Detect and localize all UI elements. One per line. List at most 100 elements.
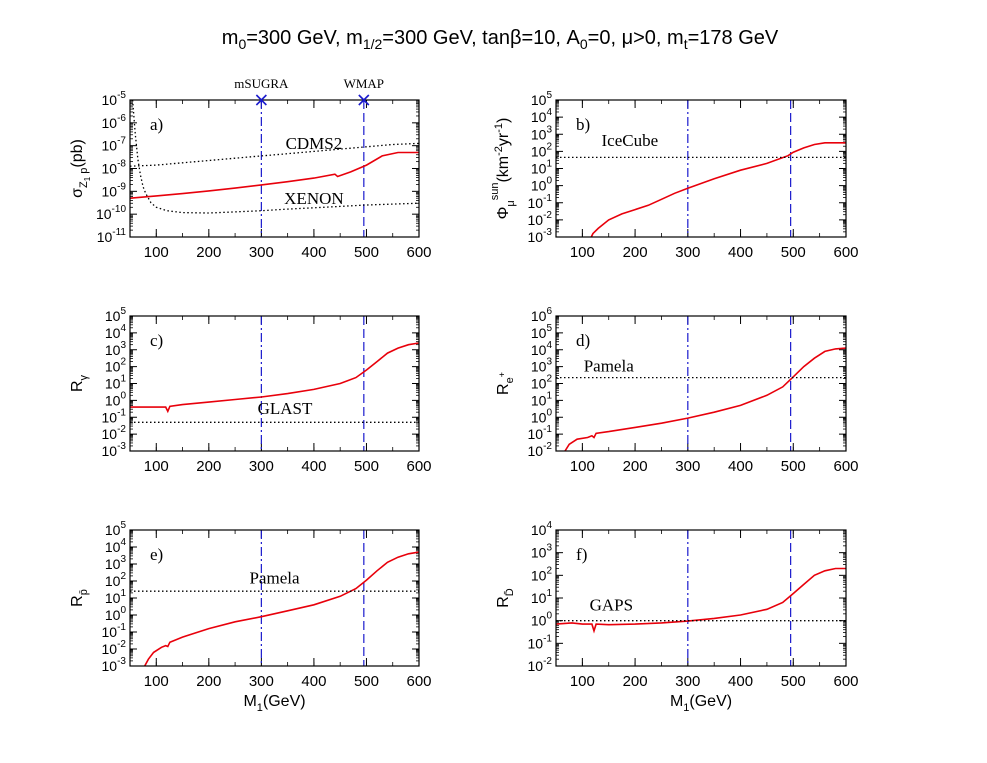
- panel-label: d): [576, 331, 590, 350]
- y-tick-base: 10: [528, 195, 544, 211]
- ylabel-part: p: [78, 168, 90, 177]
- x-tick-label: 600: [406, 458, 431, 475]
- y-tick-exponent: 2: [546, 374, 552, 385]
- y-tick-base: 10: [105, 325, 121, 341]
- y-tick-base: 10: [102, 426, 118, 442]
- y-tick-label: 10-1: [528, 633, 553, 651]
- x-tick-label: 300: [249, 244, 274, 261]
- y-tick-label: 102: [105, 571, 127, 589]
- xlabel-sub: 1: [257, 702, 263, 714]
- y-tick-label: 10-5: [102, 90, 127, 108]
- ylabel-part: R: [69, 380, 86, 392]
- y-tick-exponent: 0: [546, 611, 552, 622]
- y-tick-base: 10: [531, 613, 547, 629]
- y-axis-label: σZ1 p(pb): [69, 139, 92, 198]
- y-tick-base: 10: [531, 359, 547, 375]
- y-tick-base: 10: [105, 590, 121, 606]
- signal-curve: [143, 551, 419, 666]
- y-tick-exponent: 1: [546, 159, 552, 170]
- y-tick-exponent: 0: [120, 390, 126, 401]
- y-tick-exponent: -2: [117, 424, 126, 435]
- y-tick-label: 10-7: [102, 136, 127, 154]
- y-tick-label: 10-1: [102, 407, 127, 425]
- y-tick-base: 10: [102, 92, 118, 108]
- signal-curve: [130, 342, 419, 414]
- y-tick-exponent: -1: [117, 622, 126, 633]
- limit-xenon: [131, 100, 419, 214]
- y-tick-exponent: -2: [117, 639, 126, 650]
- panel-label: e): [150, 545, 163, 564]
- y-tick-exponent: -9: [117, 181, 126, 192]
- y-tick-base: 10: [105, 376, 121, 392]
- x-tick-label: 500: [781, 458, 806, 475]
- y-tick-exponent: -2: [543, 656, 552, 667]
- figure-title: m0=300 GeV, m1/2=300 GeV, tanβ=10, A0=0,…: [222, 27, 779, 52]
- y-tick-label: 102: [105, 357, 127, 375]
- y-tick-base: 10: [531, 143, 547, 159]
- y-tick-exponent: 1: [546, 390, 552, 401]
- ylabel-part: ): [495, 118, 512, 123]
- y-tick-base: 10: [102, 443, 118, 459]
- y-tick-base: 10: [528, 635, 544, 651]
- ylabel-part: -2: [493, 146, 505, 156]
- y-tick-exponent: -2: [543, 441, 552, 452]
- x-tick-label: 500: [354, 458, 379, 475]
- y-tick-label: 100: [531, 611, 553, 629]
- y-tick-label: 10-10: [96, 204, 126, 222]
- y-tick-label: 105: [531, 90, 553, 108]
- x-tick-label: 300: [675, 458, 700, 475]
- y-tick-label: 10-6: [102, 113, 127, 131]
- y-axis-label: Rp̄: [69, 589, 90, 607]
- y-tick-base: 10: [102, 409, 118, 425]
- y-tick-label: 10-1: [528, 424, 553, 442]
- y-tick-exponent: 4: [546, 107, 552, 118]
- y-tick-base: 10: [528, 426, 544, 442]
- annotation-icecube: IceCube: [601, 131, 658, 150]
- y-tick-base: 10: [528, 212, 544, 228]
- y-tick-label: 100: [531, 176, 553, 194]
- y-tick-exponent: -11: [112, 227, 126, 238]
- plot-frame: [555, 529, 847, 667]
- y-tick-exponent: -5: [117, 90, 126, 101]
- msugra-marker-stroke: [255, 94, 267, 106]
- y-tick-exponent: 0: [120, 605, 126, 616]
- x-tick-label: 400: [301, 673, 326, 690]
- y-tick-exponent: -3: [543, 227, 552, 238]
- y-tick-label: 104: [531, 520, 553, 538]
- y-tick-exponent: 1: [120, 588, 126, 599]
- y-tick-exponent: 2: [120, 357, 126, 368]
- y-tick-exponent: -2: [543, 210, 552, 221]
- y-axis-label: RD̄: [495, 588, 516, 608]
- x-tick-label: 100: [570, 458, 595, 475]
- y-tick-exponent: 5: [546, 323, 552, 334]
- series-group: [556, 347, 846, 451]
- plot-frame: [129, 99, 420, 238]
- xlabel-unit: (GeV): [689, 693, 732, 710]
- x-tick-label: 100: [144, 673, 169, 690]
- y-tick-exponent: -8: [117, 159, 126, 170]
- y-tick-base: 10: [531, 590, 547, 606]
- y-tick-label: 100: [105, 605, 127, 623]
- x-tick-label: 400: [728, 244, 753, 261]
- ylabel-part: σ: [69, 188, 86, 198]
- y-tick-base: 10: [531, 522, 547, 538]
- annotation-cdms2: CDMS2: [286, 134, 343, 153]
- y-tick-label: 10-1: [528, 193, 553, 211]
- y-tick-label: 10-1: [102, 622, 127, 640]
- y-tick-exponent: 3: [120, 340, 126, 351]
- ylabel-part: (pb): [69, 139, 86, 167]
- wmap-marker-stroke: [358, 94, 370, 106]
- y-tick-base: 10: [105, 359, 121, 375]
- wmap-marker-label: WMAP: [344, 76, 384, 91]
- ylabel-part: R: [495, 383, 512, 395]
- x-tick-label: 500: [781, 673, 806, 690]
- x-tick-label: 200: [196, 244, 221, 261]
- x-tick-label: 200: [196, 673, 221, 690]
- y-tick-exponent: -3: [117, 656, 126, 667]
- msugra-marker-label: mSUGRA: [234, 76, 289, 91]
- x-tick-label: 100: [570, 244, 595, 261]
